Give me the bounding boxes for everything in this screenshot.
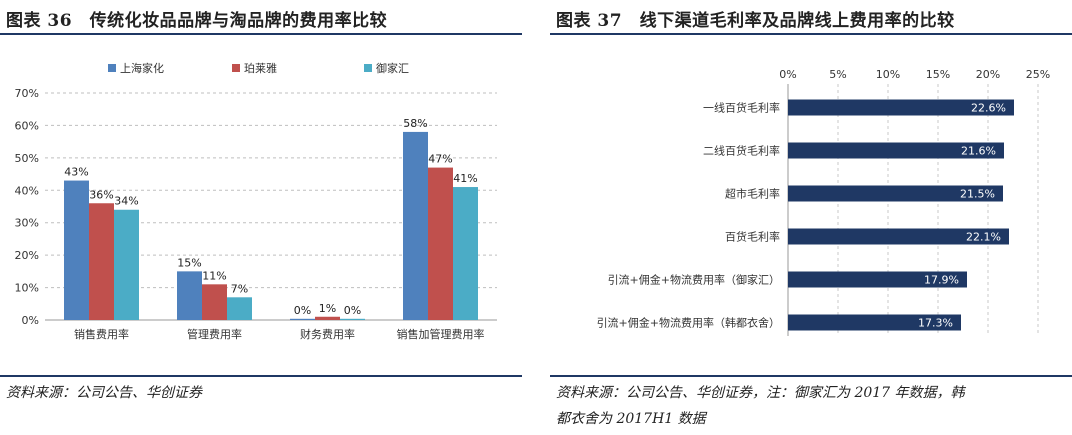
legend-label-2: 御家汇 (376, 61, 409, 75)
bar-3 (788, 228, 1009, 245)
bar-2-2 (340, 318, 365, 320)
x-tick-label: 20% (976, 68, 1000, 81)
data-label: 41% (453, 172, 477, 185)
data-label: 21.6% (961, 145, 996, 158)
bar-1-2 (227, 297, 252, 320)
left-title-rule (0, 33, 522, 35)
legend-swatch-1 (232, 64, 240, 72)
y-tick-label: 70% (15, 87, 39, 100)
x-category-label: 管理费用率 (187, 327, 242, 341)
y-category-label: 一线百货毛利率 (703, 101, 780, 115)
left-chart-title: 图表 36 传统化妆品品牌与淘品牌的费用率比较 (6, 11, 388, 31)
left-bar-chart: 上海家化 珀莱雅 御家汇 0% 10% 20% 30% 40% 50% 60% 70% 43%36% 3… (15, 61, 497, 341)
y-tick-label: 20% (15, 249, 39, 262)
bar-1-0 (177, 271, 202, 320)
x-tick-label: 15% (926, 68, 950, 81)
bar-3-2 (453, 187, 478, 320)
data-label: 47% (428, 153, 452, 166)
data-label: 21.5% (960, 188, 995, 201)
y-tick-label: 0% (22, 314, 39, 327)
y-category-label: 引流+佣金+物流费用率（御家汇） (608, 273, 780, 287)
data-label: 15% (177, 256, 201, 269)
data-label: 1% (319, 302, 336, 315)
data-label: 22.1% (966, 231, 1001, 244)
data-label: 22.6% (971, 102, 1006, 115)
right-source-rule (550, 375, 1072, 377)
right-source-line-2: 都衣舍为 2017H1 数据 (556, 411, 706, 427)
bar-0 (788, 99, 1014, 116)
bar-2 (788, 185, 1003, 202)
y-category-label: 百货毛利率 (725, 230, 780, 244)
x-tick-label: 25% (1026, 68, 1050, 81)
right-chart-title: 图表 37 线下渠道毛利率及品牌线上费用率的比较 (556, 11, 955, 31)
bar-0-1 (89, 203, 114, 320)
y-tick-label: 10% (15, 282, 39, 295)
bar-1 (788, 142, 1004, 159)
data-label: 7% (231, 282, 248, 295)
y-category-label: 二线百货毛利率 (703, 144, 780, 158)
x-category-label: 销售加管理费用率 (397, 327, 485, 341)
right-source-line-1: 资料来源：公司公告、华创证券，注：御家汇为 2017 年数据，韩 (556, 385, 965, 401)
legend-label-0: 上海家化 (120, 61, 164, 75)
x-category-label: 销售费用率 (74, 327, 129, 341)
y-tick-label: 30% (15, 217, 39, 230)
bar-2-1 (315, 316, 340, 320)
x-tick-label: 10% (876, 68, 900, 81)
data-label: 17.3% (918, 317, 953, 330)
data-label: 0% (344, 304, 361, 317)
right-bar-chart: 0% 5% 10% 15% 20% 25% 22.6% 一线百货毛利率 21.6% 二线百货毛利率… (597, 68, 1050, 336)
bar-2-0 (290, 318, 315, 320)
data-label: 17.9% (924, 274, 959, 287)
data-label: 34% (114, 195, 138, 208)
x-category-label: 财务费用率 (300, 327, 355, 341)
bar-3-0 (403, 131, 428, 320)
left-source-rule (0, 375, 522, 377)
data-label: 36% (89, 188, 113, 201)
data-label: 0% (294, 304, 311, 317)
y-tick-label: 60% (15, 119, 39, 132)
y-category-label: 引流+佣金+物流费用率（韩都衣舍） (597, 316, 780, 330)
legend-label-1: 珀莱雅 (244, 61, 277, 75)
bar-0-0 (64, 180, 89, 320)
data-label: 58% (403, 117, 427, 130)
x-tick-label: 0% (779, 68, 796, 81)
data-label: 11% (202, 269, 226, 282)
left-chart-panel: 图表 36 传统化妆品品牌与淘品牌的费用率比较 上海家化 珀莱雅 御家汇 0% 10% 2… (0, 0, 522, 435)
right-source-note: 资料来源：公司公告、华创证券，注：御家汇为 2017 年数据，韩 都衣舍为 20… (556, 380, 965, 432)
x-tick-label: 5% (829, 68, 846, 81)
y-tick-label: 50% (15, 152, 39, 165)
bar-3-1 (428, 167, 453, 320)
y-category-label: 超市毛利率 (725, 187, 780, 201)
left-source-note: 资料来源：公司公告、华创证券 (6, 385, 202, 401)
right-title-rule (550, 33, 1072, 35)
right-chart-panel: 图表 37 线下渠道毛利率及品牌线上费用率的比较 0% 5% 10% 15% 20% 25… (550, 0, 1072, 435)
bar-5 (788, 314, 961, 331)
bar-0-2 (114, 209, 139, 320)
y-tick-label: 40% (15, 184, 39, 197)
legend-swatch-0 (108, 64, 116, 72)
legend-swatch-2 (364, 64, 372, 72)
bar-4 (788, 271, 967, 288)
data-label: 43% (64, 166, 88, 179)
bar-1-1 (202, 284, 227, 320)
